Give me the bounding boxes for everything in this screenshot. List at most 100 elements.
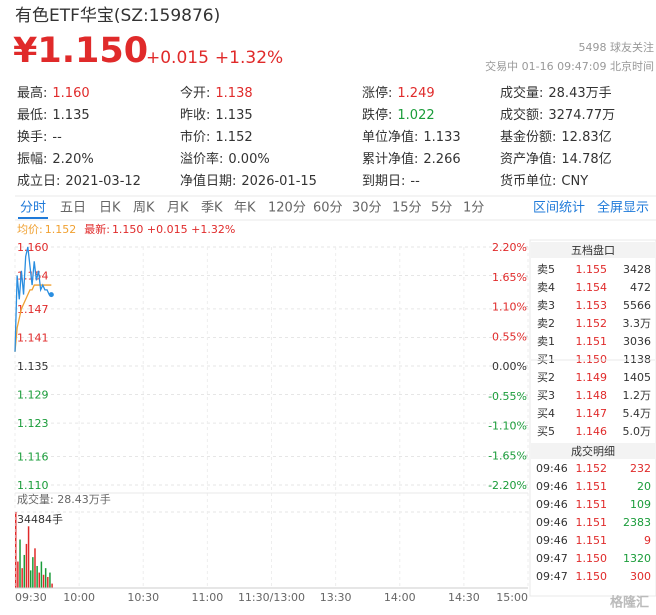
tab[interactable]: 分时 [20,201,46,216]
book-price: 1.152 [576,317,608,330]
change-pct: +1.32% [215,48,283,68]
trade-volume: 20 [637,480,651,493]
stat: 成交量: 28.43万手 [500,85,612,101]
tab[interactable]: 年K [234,201,256,216]
tab[interactable]: 5分 [431,201,452,216]
stat-label: 最高: [17,85,47,101]
book-label: 卖4 [537,281,555,294]
stat-label: 市价: [180,129,210,145]
panel-title: 成交明细 [571,444,615,458]
watermark: 格隆汇 [610,595,649,611]
tab[interactable]: 月K [167,201,189,216]
book-price: 1.149 [576,371,608,384]
trade-time: 09:46 [536,516,568,529]
stat: 资产净值: 14.78亿 [500,151,612,167]
stat-value: -- [410,174,420,189]
stat-label: 今开: [180,85,210,101]
volume-bar [21,568,23,588]
stat-label: 振幅: [17,152,47,167]
price-line [14,246,52,352]
stat: 涨停: 1.249 [362,85,435,101]
tab[interactable]: 30分 [352,201,382,216]
tab[interactable]: 1分 [463,201,484,216]
x-tick-label: 11:30/13:00 [238,591,305,604]
volume-bar [40,561,43,588]
stat-label: 跌停: [362,107,392,123]
tab-link[interactable]: 区间统计 [533,201,585,216]
tab[interactable]: 120分 [268,201,306,216]
book-label: 买2 [537,371,555,384]
book-label: 卖5 [537,263,555,276]
stat-label: 成交量: [500,85,543,101]
legend-value: 1.152 [45,223,77,236]
trade-volume: 109 [630,498,651,511]
book-label: 买3 [537,389,555,402]
y-tick-label: 34484手 [17,512,63,526]
stat-label: 到期日: [362,174,405,189]
panel-header [531,242,655,258]
stat-value: 2.20% [52,152,93,167]
trade-time: 09:46 [536,498,568,511]
stat-value: 1.160 [52,86,89,101]
book-volume: 5.4万 [623,407,652,420]
stat-label: 资产净值: [500,151,556,167]
stat-label: 单位净值: [362,129,418,145]
volume-bar [42,574,45,588]
trade-price: 1.150 [576,570,608,583]
stat: 成交额: 3274.77万 [500,107,615,123]
stat-value: 2.266 [423,152,460,167]
stat-value: 1.135 [215,108,252,123]
side-panel [529,239,656,597]
stat-value: 12.83亿 [561,130,611,145]
legend-name: 均价: [17,223,43,236]
tab[interactable]: 15分 [392,201,422,216]
x-tick-label: 15:00 [496,591,528,604]
book-label: 卖2 [537,317,555,330]
tab[interactable]: 季K [201,201,223,216]
book-price: 1.154 [576,281,608,294]
y-tick-label: 1.129 [17,389,49,402]
tab-underline [18,217,48,219]
y-tick-label: 1.135 [17,360,49,373]
stat-label: 成交额: [500,107,543,123]
stat-label: 昨收: [180,108,210,123]
stat-label: 成立日: [17,174,60,189]
trade-time: 09:46 [536,534,568,547]
book-price: 1.147 [576,407,608,420]
volume-bar [23,554,26,588]
y-tick-label: 1.147 [17,303,49,316]
stat-label: 换手: [17,130,47,145]
book-price: 1.155 [576,263,608,276]
stat-value: 1.022 [397,108,434,123]
tab[interactable]: 周K [133,201,155,216]
stat-label: 累计净值: [362,151,418,167]
stat-value: 2021-03-12 [65,174,141,189]
tab[interactable]: 60分 [313,201,343,216]
x-tick-label: 09:30 [15,591,47,604]
y-tick-label: 1.110 [17,479,49,492]
tab[interactable]: 日K [99,201,121,216]
y2-tick-label: 0.55% [492,330,527,343]
stat-value: 1.138 [215,86,252,101]
y-tick-label: 1.123 [17,417,49,430]
stat-label: 最低: [17,108,47,123]
stat-label: 净值日期: [180,173,236,189]
followers[interactable]: 5498 球友关注 [579,40,655,54]
stat-value: CNY [561,174,588,189]
y-tick-label: 1.116 [17,450,49,463]
x-tick-label: 10:30 [127,591,159,604]
panel-header [531,443,655,459]
stat-value: 2026-01-15 [241,174,317,189]
y2-tick-label: -1.10% [488,420,527,433]
tab[interactable]: 五日 [60,201,86,216]
stat: 到期日: -- [362,174,420,189]
book-price: 1.153 [576,299,608,312]
stat-label: 货币单位: [500,173,556,189]
volume-bar [49,572,51,588]
book-price: 1.148 [576,389,608,402]
stat-label: 基金份额: [500,129,556,145]
tab-link[interactable]: 全屏显示 [597,200,649,216]
volume-bar [27,526,30,588]
x-tick-label: 10:00 [63,591,95,604]
stat: 净值日期: 2026-01-15 [180,173,317,189]
